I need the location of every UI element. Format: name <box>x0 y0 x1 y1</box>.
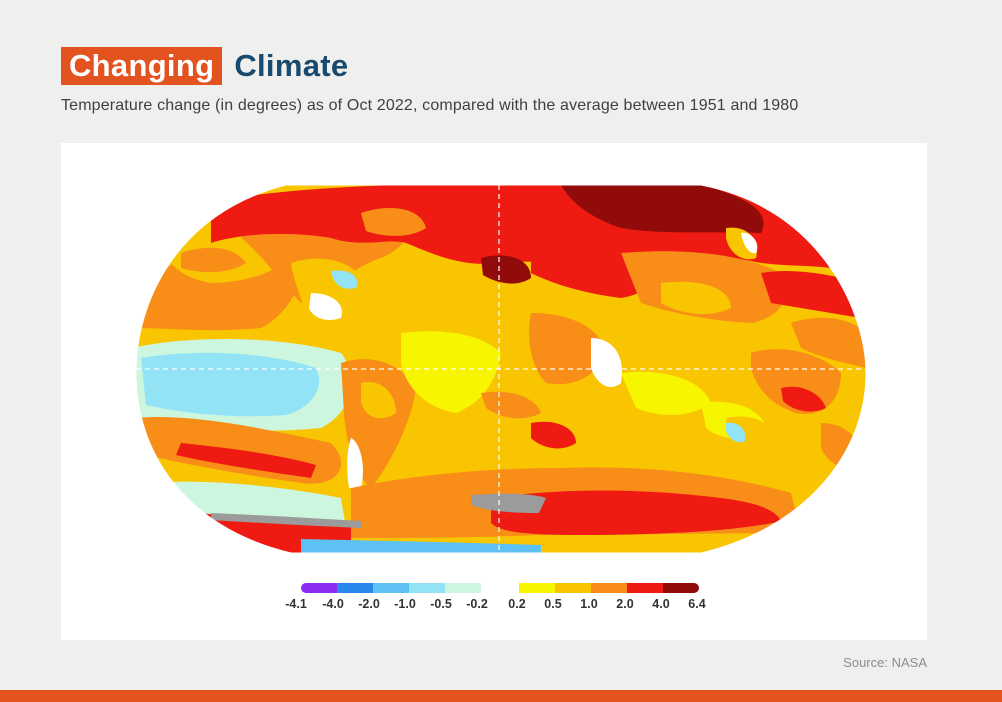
legend-tick-label: -1.0 <box>394 597 416 611</box>
legend-tick-label: 0.2 <box>508 597 526 611</box>
legend-tick-label: 2.0 <box>616 597 634 611</box>
legend-swatch-cold-4 <box>445 583 481 593</box>
legend-tick-label: -0.2 <box>466 597 488 611</box>
legend-swatch-warm-0 <box>519 583 555 593</box>
title: Changing Climate <box>61 47 348 85</box>
legend-tick-label: 0.5 <box>544 597 562 611</box>
legend-tick-label: 1.0 <box>580 597 598 611</box>
legend-swatch-cold-2 <box>373 583 409 593</box>
source-label: Source: NASA <box>843 655 927 670</box>
title-highlight: Changing <box>61 47 223 85</box>
legend-swatch-warm-1 <box>555 583 591 593</box>
legend-swatch-warm-4 <box>663 583 699 593</box>
legend-swatch-cold-3 <box>409 583 445 593</box>
title-rest: Climate <box>234 48 349 83</box>
legend-tick-label: -4.0 <box>322 597 344 611</box>
subtitle: Temperature change (in degrees) as of Oc… <box>61 97 799 114</box>
legend-swatch-cold-0 <box>301 583 337 593</box>
legend-swatch-warm-2 <box>591 583 627 593</box>
color-legend: -4.1 -4.0 -2.0 -1.0 -0.5 -0.2 0.2 0.5 1.0 2.0 4.0 6… <box>281 583 721 623</box>
legend-swatch-warm-3 <box>627 583 663 593</box>
legend-tick-label: -2.0 <box>358 597 380 611</box>
world-temperature-map <box>135 184 867 554</box>
footer-accent-bar <box>0 690 1002 702</box>
legend-tick-label: -0.5 <box>430 597 452 611</box>
legend-tick-label: 4.0 <box>652 597 670 611</box>
legend-swatch-cold-1 <box>337 583 373 593</box>
legend-tick-label: -4.1 <box>285 597 307 611</box>
map-panel: -4.1 -4.0 -2.0 -1.0 -0.5 -0.2 0.2 0.5 1.0 2.0 4.0 6… <box>61 143 927 640</box>
legend-tick-label: 6.4 <box>688 597 706 611</box>
